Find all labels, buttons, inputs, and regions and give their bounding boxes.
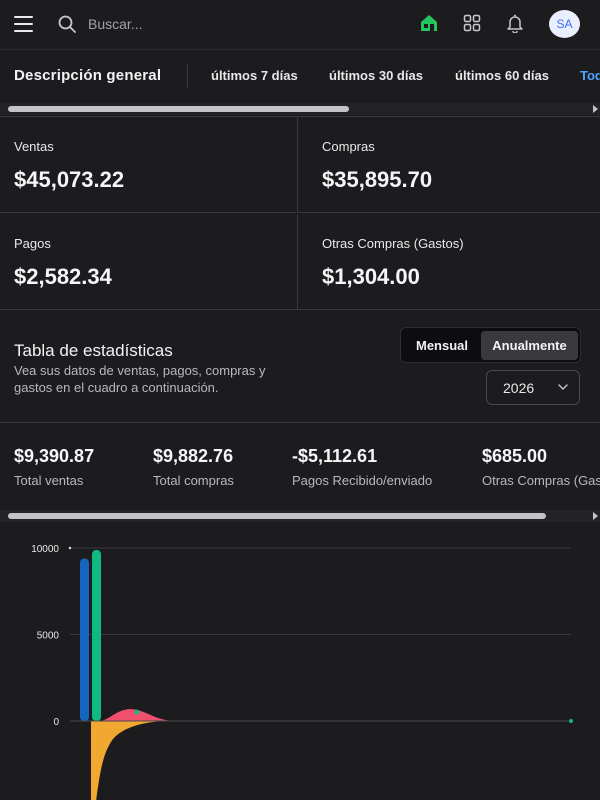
summary-label: Pagos Recibido/enviado: [292, 473, 433, 488]
payments-area: [91, 721, 170, 800]
stat-cards: Ventas $45,073.22 Compras $35,895.70 Pag…: [0, 116, 600, 310]
yearly-toggle-button[interactable]: Anualmente: [481, 331, 578, 360]
y-tick-label: 0: [53, 717, 59, 728]
year-select[interactable]: 2026: [486, 370, 580, 405]
scroll-right-arrow-icon[interactable]: [593, 105, 598, 113]
tab-last-60-days[interactable]: últimos 60 días: [455, 68, 549, 83]
purchases-bar: [92, 550, 101, 721]
tab-last-30-days[interactable]: últimos 30 días: [329, 68, 423, 83]
y-tick-label: 5000: [37, 631, 60, 642]
monthly-toggle-button[interactable]: Mensual: [415, 338, 468, 353]
hamburger-menu-icon[interactable]: [14, 16, 33, 32]
purchases-card: Compras $35,895.70: [297, 117, 600, 213]
tabs-scrollbar[interactable]: [0, 103, 600, 115]
payments-card: Pagos $2,582.34: [0, 214, 296, 310]
tab-all[interactable]: Tod: [580, 68, 600, 83]
summary-value: $9,390.87: [14, 446, 95, 466]
apps-grid-icon[interactable]: [463, 14, 481, 32]
summary-scrollbar[interactable]: [0, 510, 600, 522]
card-value: $1,304.00: [322, 264, 420, 289]
card-value: $2,582.34: [14, 264, 112, 289]
summary-total-sales: $9,390.87 Total ventas: [14, 446, 94, 488]
other-purchases-area: [101, 709, 172, 721]
stats-description: Vea sus datos de ventas, pagos, compras …: [14, 363, 266, 395]
card-label: Pagos: [14, 236, 51, 251]
data-point: [569, 719, 573, 723]
chevron-down-icon: [558, 384, 568, 390]
user-avatar[interactable]: SA: [549, 10, 580, 38]
card-value: $35,895.70: [322, 167, 433, 192]
card-label: Ventas: [14, 139, 54, 154]
scroll-right-arrow-icon[interactable]: [593, 512, 598, 520]
summary-payments: -$5,112.61 Pagos Recibido/enviado: [292, 446, 432, 488]
card-label: Otras Compras (Gastos): [322, 236, 464, 251]
summary-label: Otras Compras (Gas: [482, 473, 600, 488]
period-toggle: Mensual Anualmente: [400, 327, 581, 363]
summary-value: -$5,112.61: [292, 446, 378, 466]
tabs-divider: [187, 64, 188, 88]
summary-other-purchases: $685.00 Otras Compras (Gas: [482, 446, 600, 488]
notifications-bell-icon[interactable]: [505, 13, 525, 33]
chart-canvas: 10000 5000 0: [31, 544, 573, 800]
card-label: Compras: [322, 139, 375, 154]
sales-bar: [80, 558, 89, 721]
y-tick-label: 10000: [31, 544, 59, 555]
data-point: [134, 709, 140, 715]
axis-dot: [68, 546, 72, 550]
summary-total-purchases: $9,882.76 Total compras: [153, 446, 234, 488]
stats-header: Tabla de estadísticas Vea sus datos de v…: [0, 311, 600, 423]
year-value: 2026: [503, 380, 535, 396]
stats-title: Tabla de estadísticas: [14, 341, 173, 360]
other-expenses-card: Otras Compras (Gastos) $1,304.00: [297, 214, 600, 310]
tabs-scroll-thumb[interactable]: [8, 106, 349, 112]
search-input[interactable]: [88, 12, 288, 36]
overview-title: Descripción general: [14, 67, 162, 84]
top-bar: SA: [0, 0, 600, 50]
summary-label: Total compras: [153, 473, 234, 488]
tab-last-7-days[interactable]: últimos 7 días: [211, 68, 298, 83]
summary-row: $9,390.87 Total ventas $9,882.76 Total c…: [0, 424, 600, 510]
summary-value: $685.00: [482, 446, 548, 466]
sales-card: Ventas $45,073.22: [0, 117, 296, 213]
summary-value: $9,882.76: [153, 446, 234, 466]
store-home-icon[interactable]: [419, 13, 439, 33]
search-icon[interactable]: [57, 14, 77, 34]
summary-label: Total ventas: [14, 473, 84, 488]
statistics-chart: 10000 5000 0: [0, 524, 600, 800]
summary-scroll-thumb[interactable]: [8, 513, 546, 519]
card-value: $45,073.22: [14, 167, 125, 192]
period-tabs: Descripción general últimos 7 días últim…: [0, 51, 600, 103]
